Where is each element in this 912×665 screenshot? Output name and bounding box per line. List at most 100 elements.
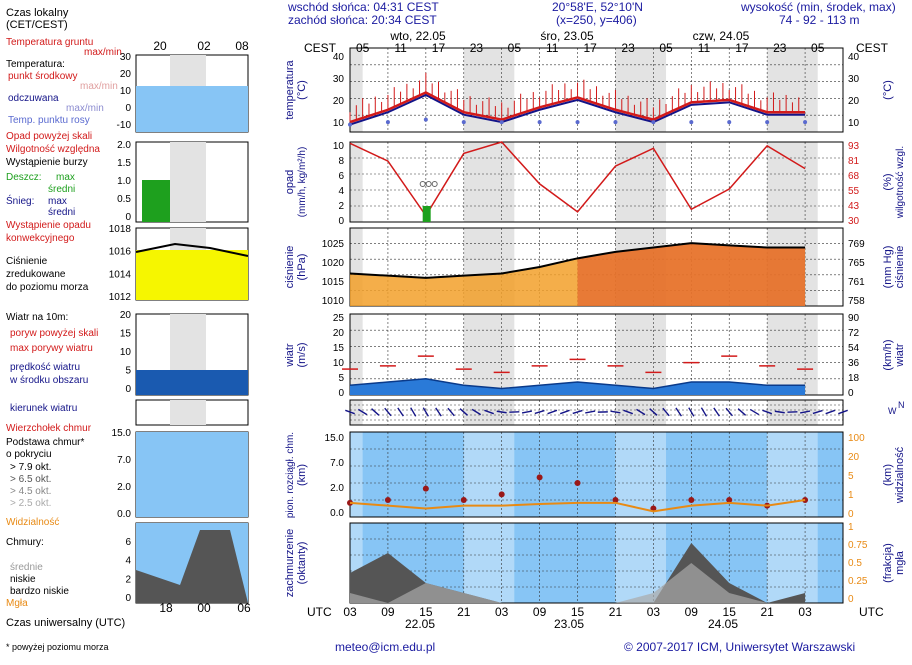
wind-arrow: [384, 407, 392, 417]
cest-tick: 05: [659, 41, 673, 55]
compass-w: W: [888, 406, 897, 416]
day-label-top: wto, 22.05: [389, 29, 446, 43]
mini-tick: 2: [125, 574, 131, 585]
dew-point: [575, 120, 580, 125]
mid-temp-line: [349, 91, 806, 124]
precip-tick: 8: [338, 156, 344, 167]
cover-axis-unit: (oktanty): [296, 542, 308, 585]
mini-tick: 1.5: [117, 158, 131, 169]
legend-okt: > 2.5 okt.: [10, 498, 51, 509]
visibility-tick: 100: [848, 433, 865, 444]
legend-pressure: Ciśnienie: [6, 256, 48, 267]
legend-pressure-2: zredukowane: [6, 269, 66, 280]
temp-axis-unit: (°C): [296, 80, 308, 100]
wind-arrow: [713, 407, 720, 417]
elevation-values: 74 - 92 - 113 m: [779, 13, 860, 27]
legend-gust-max: max porywy wiatru: [10, 343, 93, 354]
night-band: [767, 314, 818, 395]
footer: * powyżej poziomu morza meteo@icm.edu.pl…: [0, 636, 912, 665]
mini-tick: -10: [117, 120, 132, 131]
mini-cest-tick: 08: [235, 39, 249, 53]
panel-border: [349, 522, 844, 604]
pressure-tick: 1010: [322, 296, 345, 307]
sunset-text: zachód słońca: 20:34 CEST: [288, 13, 437, 27]
legend-fog: Mgła: [6, 598, 28, 609]
compass-n: N: [898, 400, 905, 410]
email-link[interactable]: meteo@icm.edu.pl: [335, 640, 436, 654]
pressure-rtick: 761: [848, 277, 865, 288]
mini-cover-area: [136, 530, 248, 603]
legend-rain-mean: średni: [48, 184, 75, 195]
wind-tick: 10: [333, 358, 345, 369]
cest-tick: 17: [583, 41, 597, 55]
legend-mid-sub: max/min: [80, 81, 118, 92]
mini-tick: 1016: [109, 247, 132, 258]
wind-arrow: [749, 408, 760, 416]
temp-rtick: 10: [848, 118, 860, 129]
wind-tick: 15: [333, 343, 345, 354]
legend-storm: Wystąpienie burzy: [6, 157, 88, 168]
night-band: [350, 432, 363, 517]
cloudbase-tick: 0.0: [330, 508, 344, 519]
legend-perceived: odczuwana: [8, 93, 59, 104]
cloudbase-tick: 7.0: [330, 458, 344, 469]
legend-snow-max: max: [48, 196, 67, 207]
panel-bg: [350, 400, 843, 425]
visibility-tick: 20: [848, 452, 860, 463]
pressure-fill-high: [577, 243, 806, 306]
night-band: [463, 432, 515, 517]
night-band: [767, 142, 818, 222]
utc-tick: 15: [723, 605, 737, 619]
legend-snow-mean: średni: [48, 207, 75, 218]
cest-tick: 05: [356, 41, 370, 55]
fog-axis-title: mgła: [894, 550, 906, 575]
legend-okt: > 7.9 okt.: [10, 462, 51, 473]
mini-tick: 4: [125, 556, 131, 567]
wind-tick: 5: [338, 373, 344, 384]
cest-tick: 23: [470, 41, 484, 55]
utc-time-label: Czas uniwersalny (UTC): [6, 617, 125, 629]
legend-very-low-cloud: bardzo niskie: [10, 586, 69, 597]
wind-arrow: [534, 409, 545, 415]
fog-tick: 1: [848, 522, 854, 533]
pressure-axis-title: ciśnienie: [284, 246, 296, 289]
wind-rtick: 72: [848, 328, 860, 339]
wind-axis-right-unit: (km/h): [882, 339, 894, 370]
wind-arrow: [662, 407, 670, 417]
utc-tick: 15: [571, 605, 585, 619]
legend-snow: Śnieg:: [6, 194, 34, 207]
wind-tick: 25: [333, 313, 345, 324]
dew-point: [727, 120, 732, 125]
legend-low-cloud: niskie: [10, 574, 36, 585]
legend-rain-max: max: [56, 172, 75, 183]
wind-axis-unit: (m/s): [296, 342, 308, 367]
wind-arrow: [521, 410, 533, 414]
humidity-tick: 93: [848, 141, 860, 152]
legend-okt: > 0.1 okt.: [10, 510, 51, 521]
fog-axis-unit: (frakcja): [882, 543, 894, 583]
mini-tick: 0: [125, 593, 131, 604]
wind-arrow: [649, 408, 658, 416]
night-band: [463, 314, 515, 395]
pressure-axis-unit: (hPa): [296, 254, 308, 281]
legend-clouds-title: Chmury:: [6, 537, 44, 548]
fog-tick: 0.75: [848, 540, 868, 551]
utc-tick: 03: [798, 605, 812, 619]
cloud-top-point: [612, 497, 619, 503]
mini-tick: 1018: [109, 224, 132, 235]
mini-tick: 7.0: [117, 455, 131, 466]
mini-tick: 1012: [109, 292, 132, 303]
legend-wind-title: Wiatr na 10m:: [6, 312, 68, 323]
legend-precip-above: Opad powyżej skali: [6, 131, 92, 142]
cloud-top-point: [688, 497, 695, 503]
legend-wind-direction: kierunek wiatru: [10, 403, 77, 414]
pressure-tick: 1025: [322, 239, 345, 250]
mini-tick: 6: [125, 537, 131, 548]
wind-rtick: 36: [848, 358, 860, 369]
wind-speed-fill: [350, 378, 806, 395]
mini-tick: 20: [120, 69, 132, 80]
legend-wind-speed: prędkość wiatru: [10, 362, 80, 373]
wind-arrow: [547, 409, 558, 415]
legend-convective-2: konwekcyjnego: [6, 233, 75, 244]
legend-mid-cloud: średnie: [10, 562, 43, 573]
